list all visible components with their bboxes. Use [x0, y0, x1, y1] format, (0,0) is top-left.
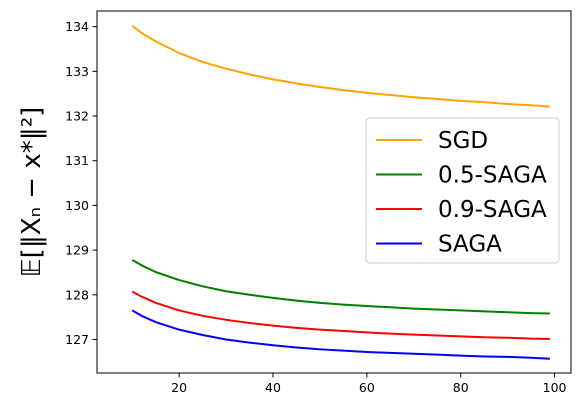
y-tick-label: 129	[65, 243, 89, 258]
legend-label-SAGA: SAGA	[438, 232, 502, 258]
y-axis-label: 𝔼[‖Xₙ − x*‖²]	[17, 107, 47, 278]
legend-label-0.9-SAGA: 0.9-SAGA	[438, 197, 547, 223]
y-tick-label: 134	[65, 19, 89, 34]
series-line-SGD	[131, 24, 550, 108]
y-tick-label: 132	[65, 109, 89, 124]
plot-frame	[96, 10, 572, 374]
series-line-SAGA	[131, 309, 550, 360]
y-tick-label: 133	[65, 64, 89, 79]
legend-label-SGD: SGD	[438, 128, 488, 154]
legend-box	[365, 117, 560, 264]
y-axis: 127 128 129 130 131 132 133 134	[65, 19, 97, 347]
y-tick-label: 131	[65, 153, 89, 168]
x-tick-label: 60	[359, 380, 375, 395]
x-tick-label: 40	[265, 380, 281, 395]
x-tick-label: 80	[453, 380, 469, 395]
series-line-0.5-SAGA	[131, 259, 550, 315]
y-tick-label: 130	[65, 198, 89, 213]
x-tick-label: 100	[543, 380, 567, 395]
legend-label-0.5-SAGA: 0.5-SAGA	[438, 163, 547, 189]
y-tick-label: 128	[65, 287, 89, 302]
y-tick-label: 127	[65, 332, 89, 347]
x-axis: 20 40 60 80 100	[171, 373, 567, 395]
legend: SGD 0.5-SAGA 0.9-SAGA SAGA	[365, 117, 560, 264]
x-tick-label: 20	[171, 380, 187, 395]
series-line-0.9-SAGA	[131, 290, 550, 341]
series-lines	[131, 24, 550, 360]
